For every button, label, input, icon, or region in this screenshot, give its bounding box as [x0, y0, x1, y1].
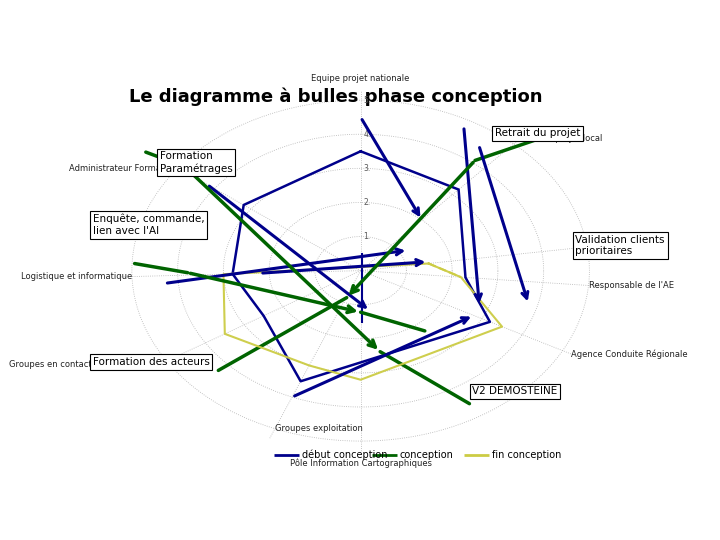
Text: Pôle Information Cartographiques: Pôle Information Cartographiques	[289, 458, 431, 468]
Text: conception: conception	[400, 450, 454, 460]
Text: COMOP: COMOP	[578, 244, 610, 252]
Text: 3.: 3.	[364, 164, 371, 173]
Text: 1.: 1.	[364, 232, 371, 241]
Text: Retrait du projet: Retrait du projet	[495, 129, 580, 138]
Text: Agence Conduite Régionale: Agence Conduite Régionale	[571, 349, 688, 359]
Text: Validation clients
prioritaires: Validation clients prioritaires	[575, 235, 665, 256]
Text: V2 DEMOSTEINE: V2 DEMOSTEINE	[472, 386, 557, 396]
Text: Equipe projet nationale: Equipe projet nationale	[312, 74, 410, 83]
Text: 5.: 5.	[364, 96, 371, 105]
Text: 2.: 2.	[364, 198, 371, 207]
Text: Administrateur Formateur: Administrateur Formateur	[68, 164, 178, 172]
Text: Enquête, commande,
lien avec l'AI: Enquête, commande, lien avec l'AI	[93, 214, 204, 236]
Text: Le diagramme à bulles phase conception: Le diagramme à bulles phase conception	[129, 87, 543, 106]
Text: Responsable de l'AE: Responsable de l'AE	[588, 281, 673, 290]
Text: Formation
Paramétrages: Formation Paramétrages	[160, 151, 233, 174]
Text: 4.: 4.	[364, 130, 371, 139]
Text: Groupes exploitation: Groupes exploitation	[275, 424, 363, 433]
Text: début conception: début conception	[302, 450, 387, 460]
Text: Chef de projet local: Chef de projet local	[520, 134, 602, 143]
Text: Logistique et informatique: Logistique et informatique	[21, 272, 132, 281]
Text: Groupes en contact avec les clients: Groupes en contact avec les clients	[9, 360, 159, 369]
Text: fin conception: fin conception	[492, 450, 561, 460]
Text: Formation des acteurs: Formation des acteurs	[93, 357, 210, 367]
